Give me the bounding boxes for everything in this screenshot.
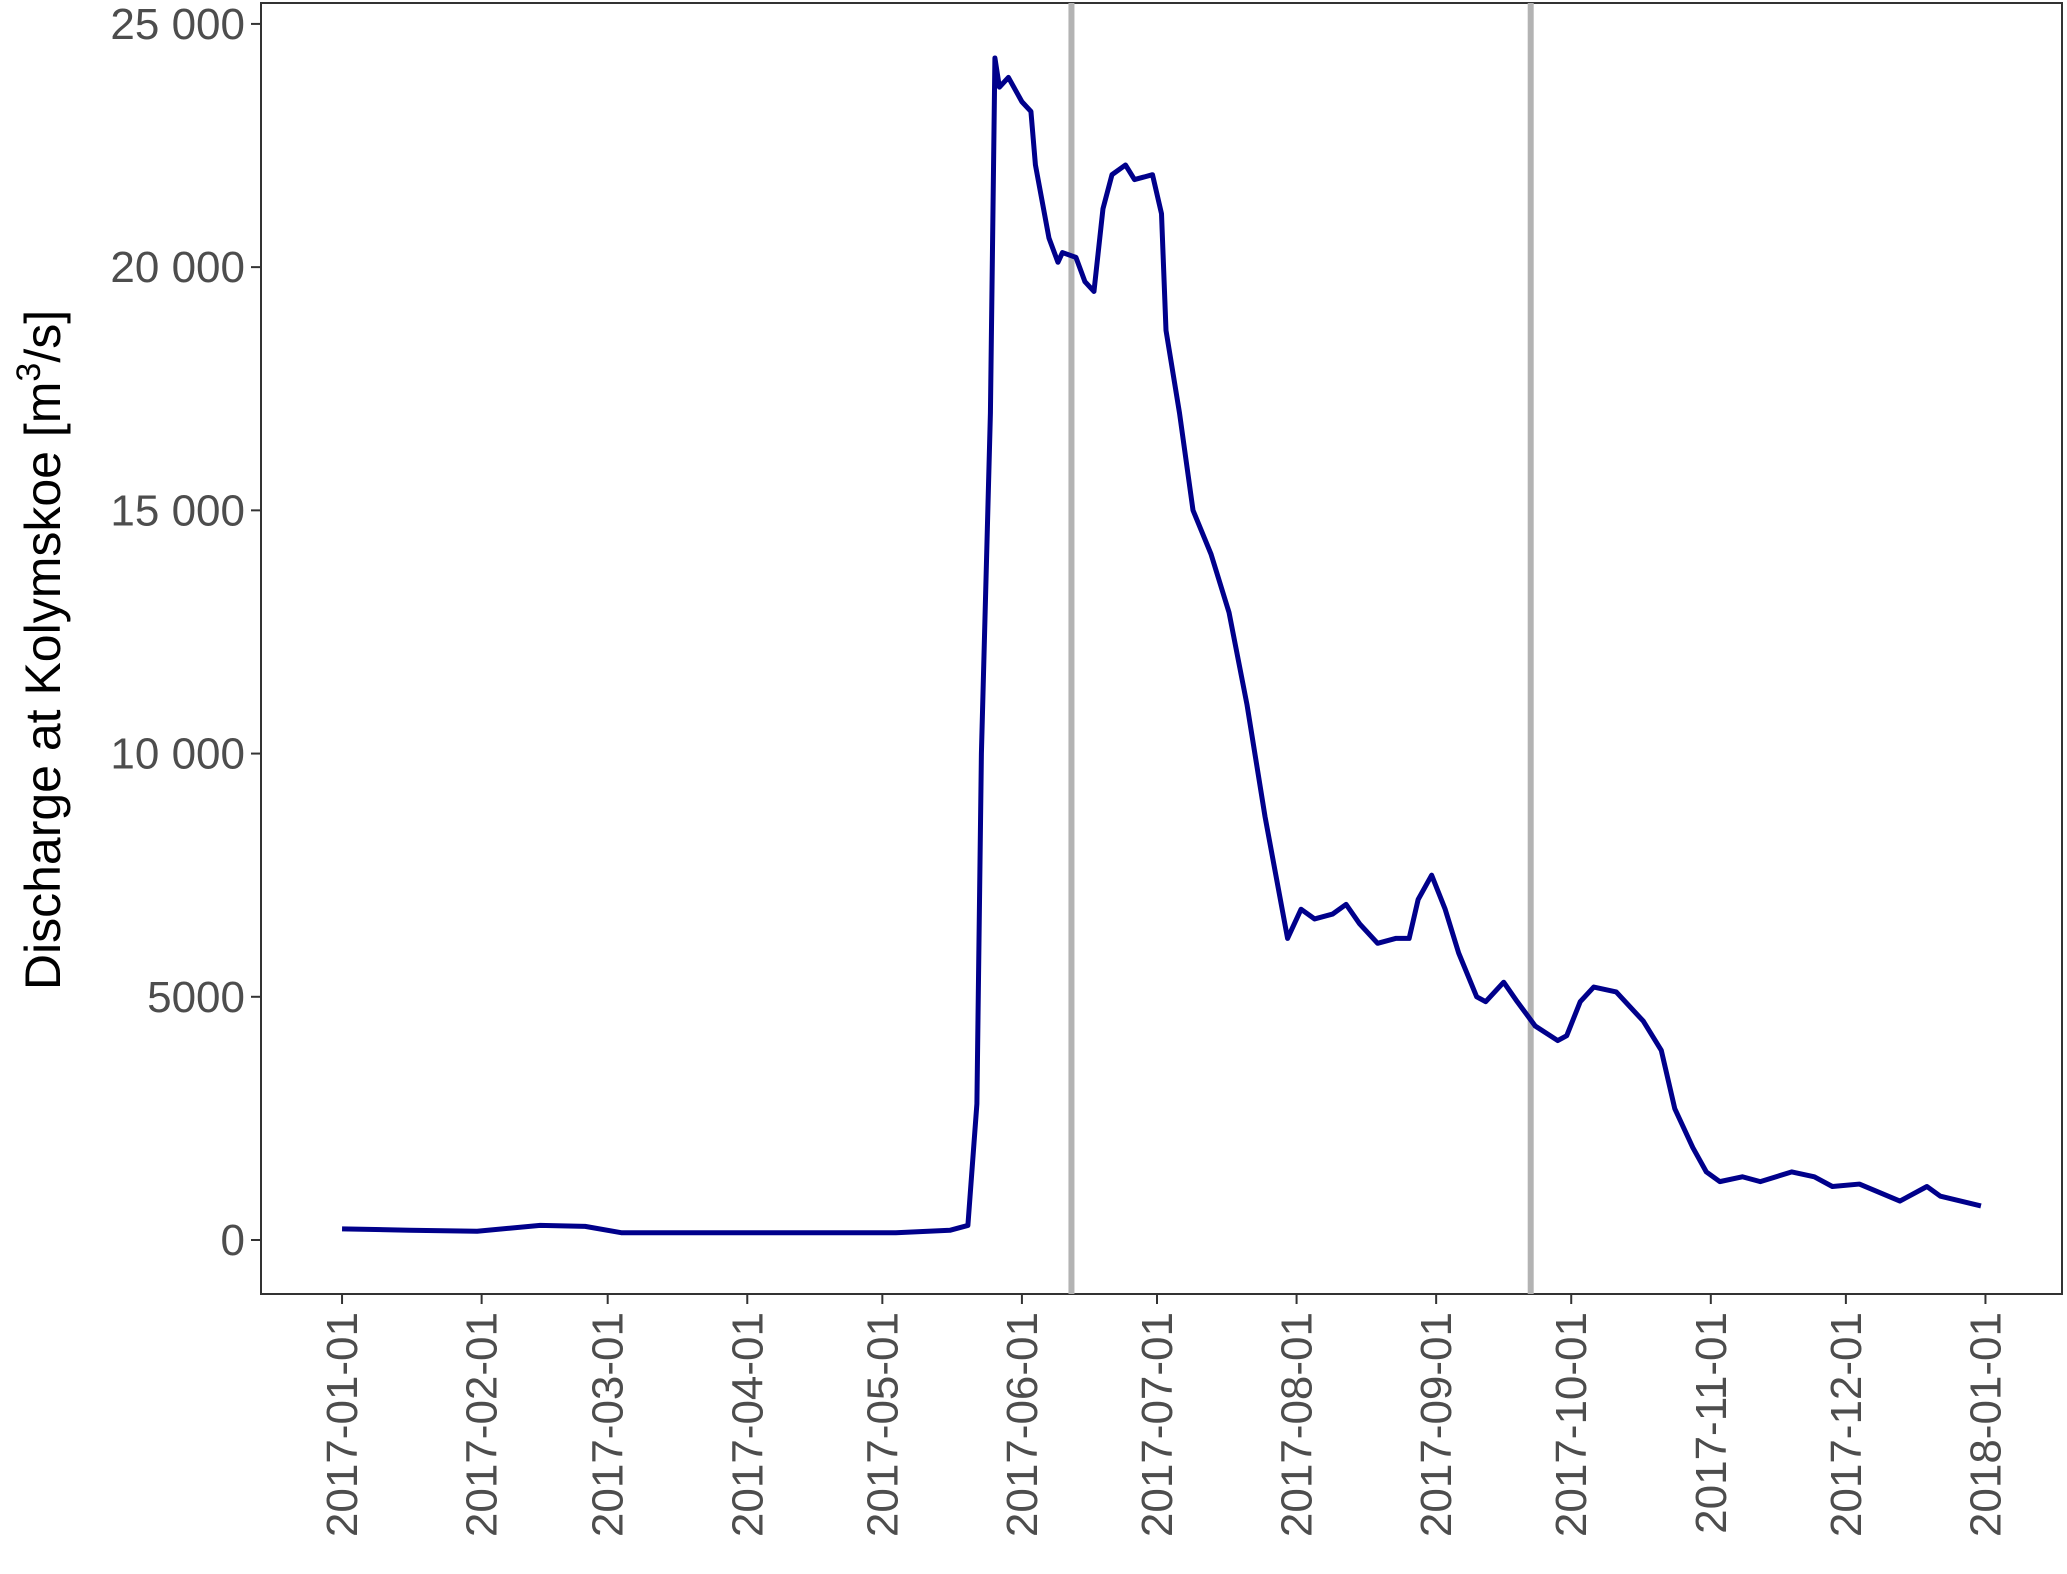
y-axis-title: Discharge at Kolymskoe [m3/s]	[10, 310, 71, 990]
x-tick-label: 2017-04-01	[723, 1312, 772, 1537]
x-tick-label: 2017-02-01	[458, 1312, 507, 1537]
y-tick-label: 25 000	[110, 0, 245, 49]
x-tick-label: 2017-01-01	[318, 1312, 367, 1537]
y-tick-label: 15 000	[110, 486, 245, 535]
y-tick-label: 5000	[147, 973, 245, 1022]
x-tick-label: 2017-03-01	[584, 1312, 633, 1537]
plot-frame	[260, 2, 2063, 1295]
x-tick-label: 2017-05-01	[858, 1312, 907, 1537]
x-tick-label: 2018-01-01	[1961, 1312, 2010, 1537]
x-tick-label: 2017-08-01	[1273, 1312, 1322, 1537]
x-tick-label: 2017-09-01	[1412, 1312, 1461, 1537]
x-tick-label: 2017-12-01	[1822, 1312, 1871, 1537]
y-tick-label: 0	[221, 1216, 245, 1265]
data-line	[341, 55, 1982, 1236]
x-tick-label: 2017-06-01	[998, 1312, 1047, 1537]
x-tick-label: 2017-07-01	[1133, 1312, 1182, 1537]
x-tick-label: 2017-10-01	[1547, 1312, 1596, 1537]
y-title-sup: 3	[10, 363, 48, 382]
y-title-end: /s]	[15, 310, 71, 363]
y-tick-label: 20 000	[110, 243, 245, 292]
y-tick-label: 10 000	[110, 730, 245, 779]
y-title-text: Discharge at Kolymskoe [m	[15, 382, 71, 991]
x-tick-label: 2017-11-01	[1687, 1312, 1736, 1534]
